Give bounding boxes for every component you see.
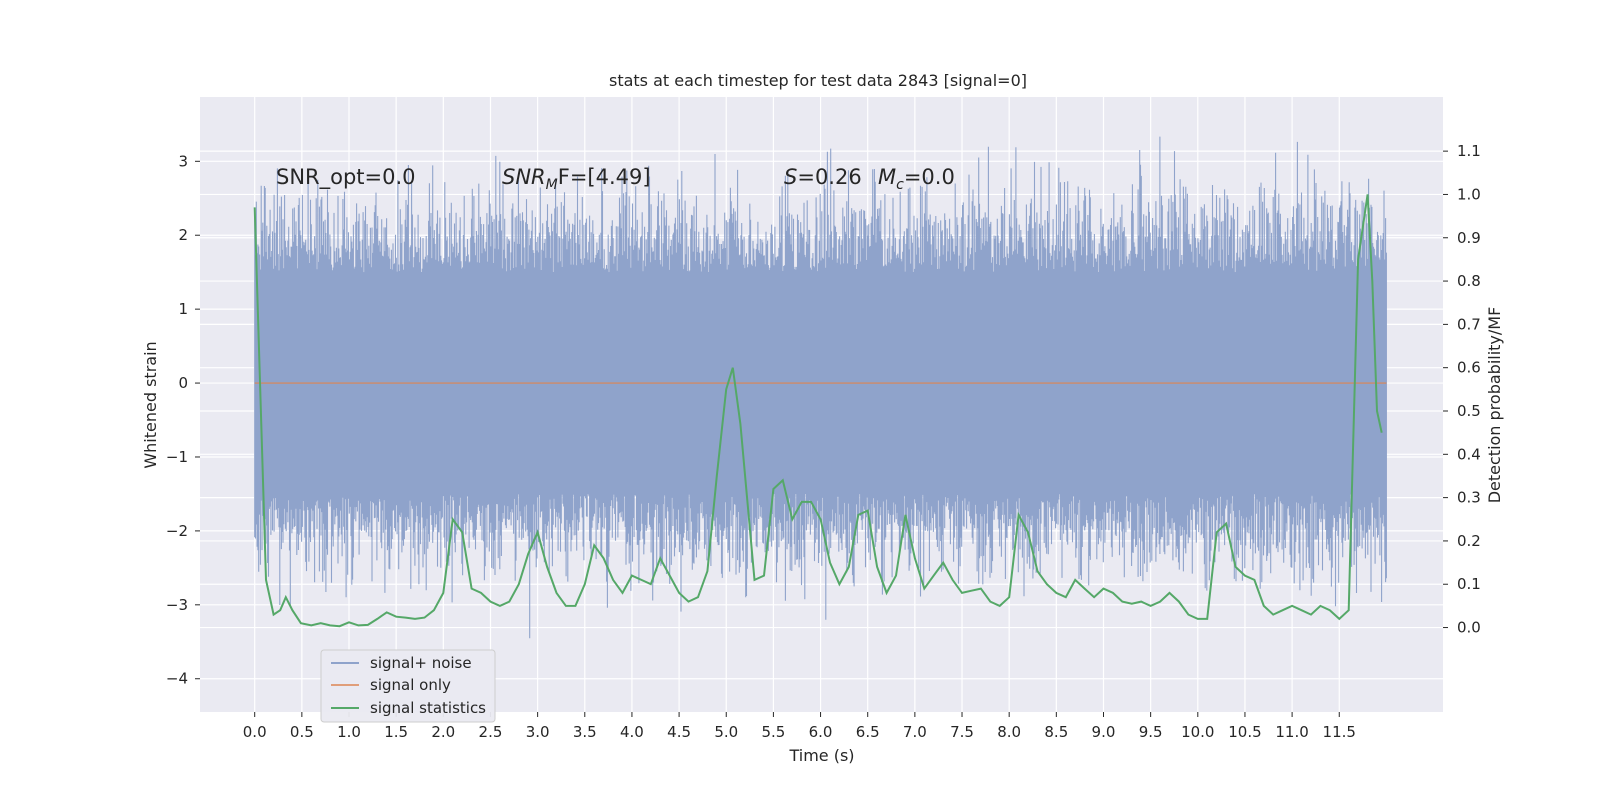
- snr-mf-prefix: SNR: [502, 165, 546, 189]
- y-right-tick-label: 0.9: [1457, 229, 1481, 247]
- x-tick-label: 3.5: [573, 723, 597, 741]
- legend-label-stats: signal statistics: [370, 699, 486, 717]
- x-tick-label: 6.0: [809, 723, 833, 741]
- signal-statistics-line: [253, 194, 1383, 628]
- y-right-tick-label: 1.0: [1457, 185, 1481, 203]
- y-right-tick-label: 0.5: [1457, 402, 1481, 420]
- y-left-tick-label: −3: [166, 596, 188, 614]
- s-prefix: S: [784, 165, 797, 189]
- x-tick-label: 7.5: [950, 723, 974, 741]
- x-tick-label: 5.0: [714, 723, 738, 741]
- y-right-tick-label: 0.3: [1457, 489, 1481, 507]
- x-tick-label: 8.0: [997, 723, 1021, 741]
- x-tick-label: 9.5: [1139, 723, 1163, 741]
- y-left-tick-label: −2: [166, 522, 188, 540]
- s-value: =0.26: [797, 165, 861, 189]
- x-tick-label: 4.5: [667, 723, 691, 741]
- legend-label-signal: signal only: [370, 676, 451, 694]
- y-right-tick-label: 0.2: [1457, 532, 1481, 550]
- snr-mf-annotation: SNRMF=[4.49]: [502, 165, 651, 193]
- y-right-tick-label: 1.1: [1457, 142, 1481, 160]
- mc-value: =0.0: [904, 165, 955, 189]
- y-left-tick-label: 0: [178, 374, 188, 392]
- x-tick-label: 9.0: [1092, 723, 1116, 741]
- snr-opt-annotation: SNR_opt=0.0: [276, 165, 416, 190]
- y-right-axis-label: Detection probability/MF: [1485, 307, 1504, 504]
- x-axis-label: Time (s): [788, 746, 854, 765]
- legend-label-noise: signal+ noise: [370, 654, 472, 672]
- y-left-tick-label: 3: [178, 152, 188, 170]
- chart-title: stats at each timestep for test data 284…: [609, 71, 1027, 90]
- y-right-tick-label: 0.6: [1457, 359, 1481, 377]
- x-tick-label: 2.0: [431, 723, 455, 741]
- y-left-tick-label: −1: [166, 448, 188, 466]
- mc-prefix: M: [878, 165, 896, 189]
- snr-mf-suffix: F=[4.49]: [558, 165, 651, 189]
- y-left-tick-label: 1: [178, 300, 188, 318]
- y-right-tick-label: 0.4: [1457, 445, 1481, 463]
- x-tick-label: 5.5: [761, 723, 785, 741]
- x-tick-label: 10.5: [1228, 723, 1261, 741]
- x-tick-label: 0.5: [290, 723, 314, 741]
- x-tick-label: 3.0: [526, 723, 550, 741]
- legend: signal+ noise signal only signal statist…: [320, 649, 496, 723]
- y-right-tick-label: 0.1: [1457, 575, 1481, 593]
- legend-box: [320, 649, 496, 723]
- mc-subscript: c: [896, 177, 904, 193]
- y-right-tick-label: 0.7: [1457, 315, 1481, 333]
- snr-mf-subscript: M: [546, 177, 558, 193]
- mc-annotation: Mc=0.0: [878, 165, 955, 193]
- x-tick-label: 0.0: [243, 723, 267, 741]
- x-tick-label: 1.5: [384, 723, 408, 741]
- x-axis-ticks: 0.0 0.5 1.0 1.5 2.0 2.5 3.0 3.5 4.0 4.5 5.0 5.5 6.0 6…: [243, 712, 1356, 741]
- y-left-axis-ticks: 3 2 1 0 −1 −2 −3 −4: [166, 152, 200, 688]
- x-tick-label: 10.0: [1181, 723, 1214, 741]
- y-right-tick-label: 0.0: [1457, 619, 1481, 637]
- x-tick-label: 11.0: [1275, 723, 1308, 741]
- x-tick-label: 4.0: [620, 723, 644, 741]
- y-left-axis-label: Whitened strain: [141, 341, 160, 468]
- y-right-tick-label: 0.8: [1457, 272, 1481, 290]
- x-tick-label: 6.5: [856, 723, 880, 741]
- noise-spikes: [254, 136, 1387, 639]
- x-tick-label: 1.0: [337, 723, 361, 741]
- x-tick-label: 7.0: [903, 723, 927, 741]
- x-tick-label: 2.5: [479, 723, 503, 741]
- y-right-axis-ticks: 1.1 1.0 0.9 0.8 0.7 0.6 0.5 0.4 0.3 0.2 0.1 0.0: [1443, 142, 1481, 637]
- x-tick-label: 11.5: [1323, 723, 1356, 741]
- y-left-tick-label: 2: [178, 226, 188, 244]
- x-tick-label: 8.5: [1044, 723, 1068, 741]
- y-left-tick-label: −4: [166, 670, 188, 688]
- s-annotation: S=0.26: [784, 165, 862, 189]
